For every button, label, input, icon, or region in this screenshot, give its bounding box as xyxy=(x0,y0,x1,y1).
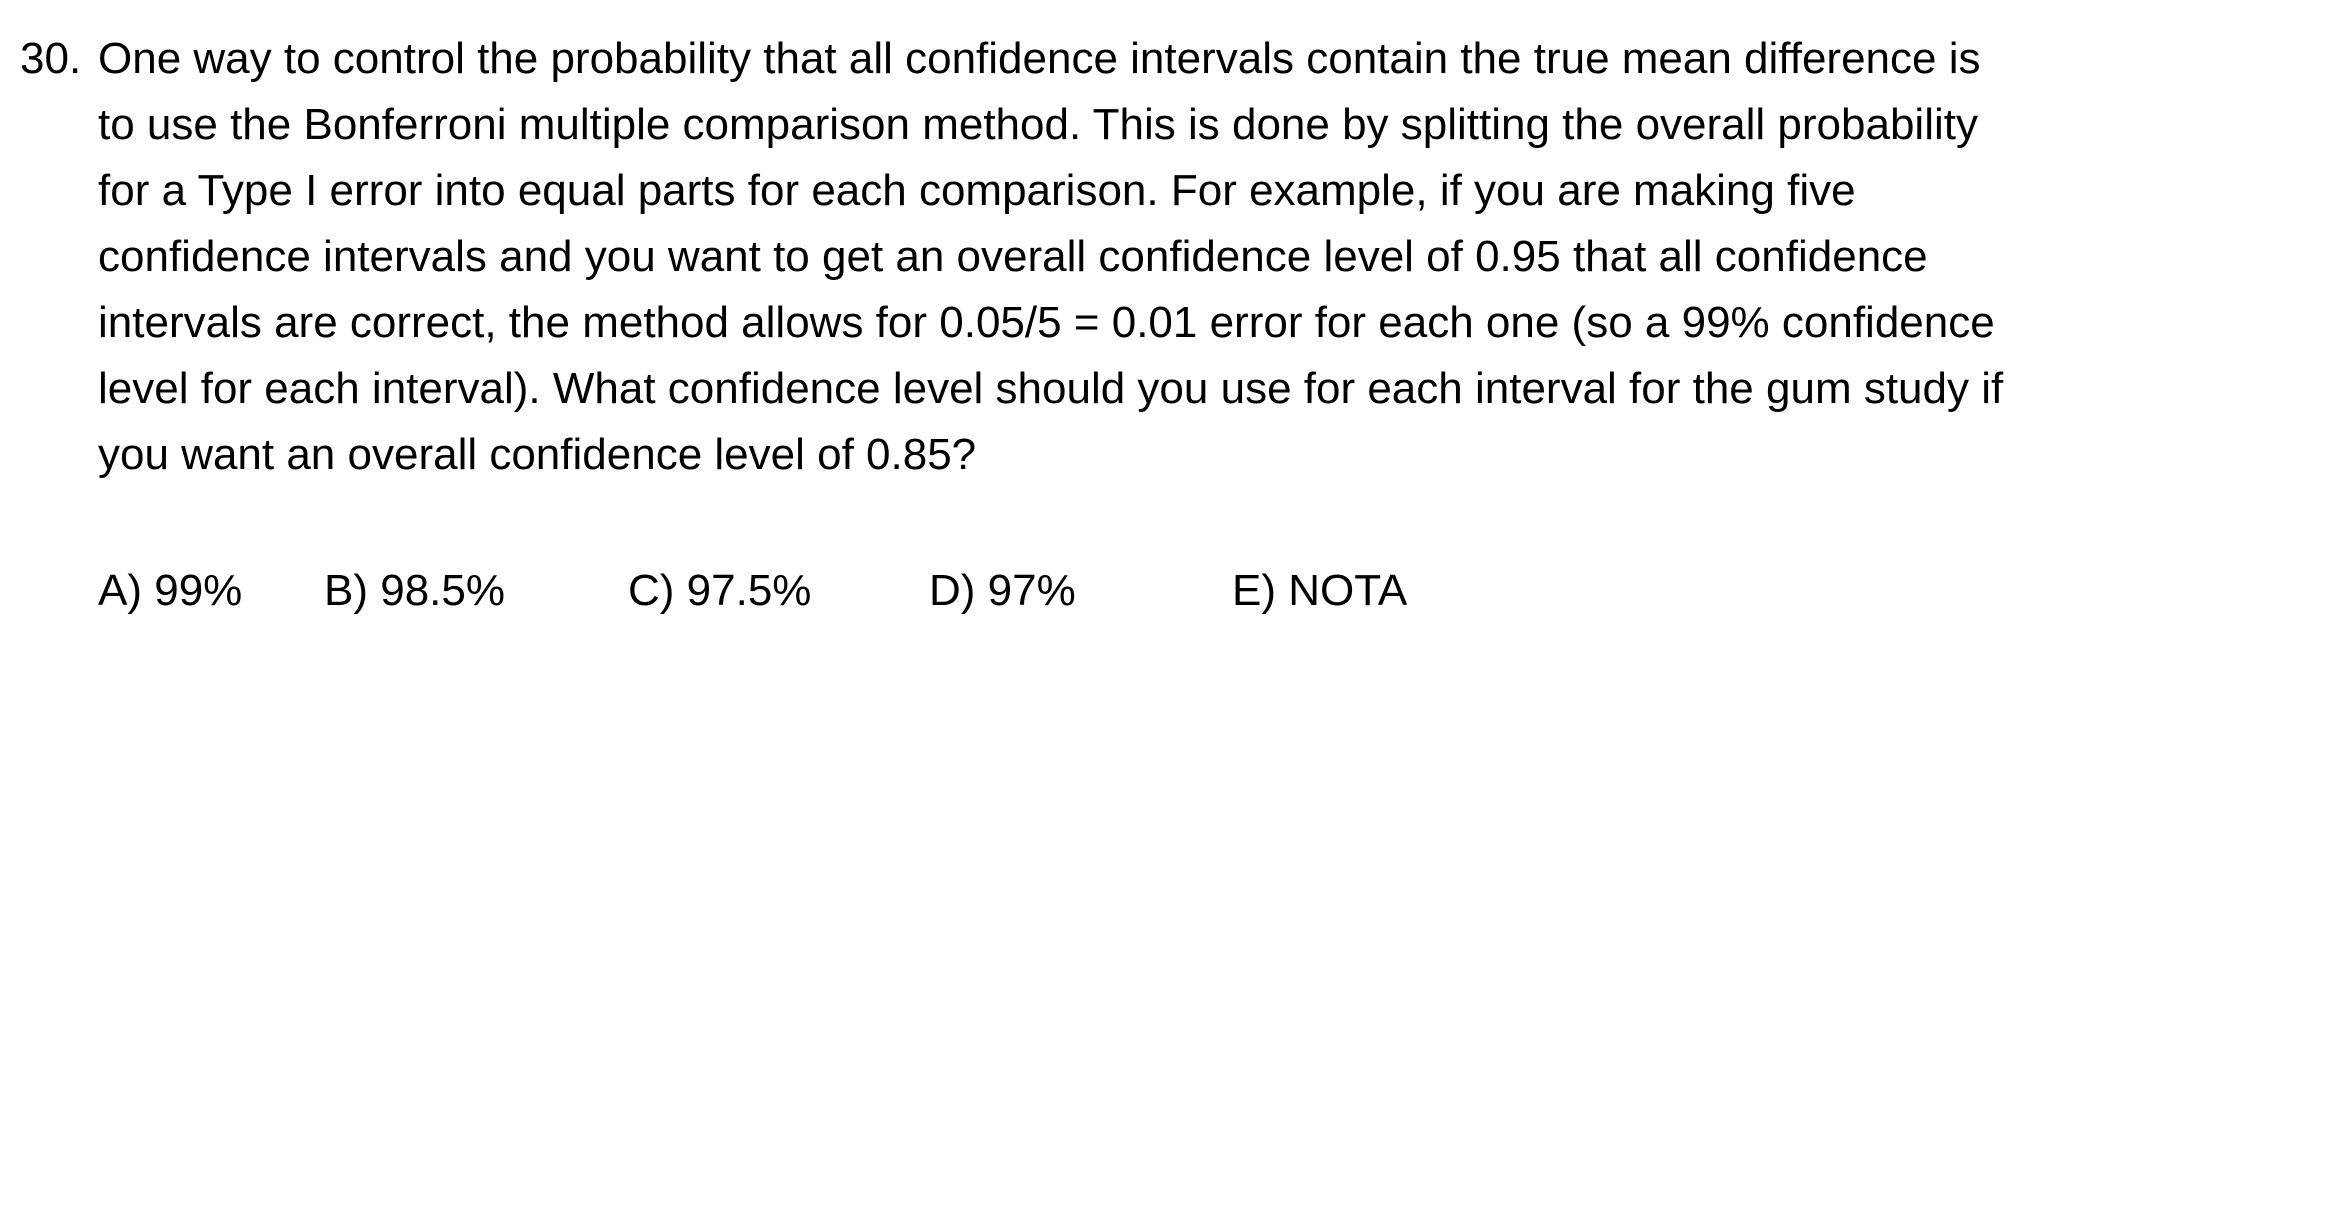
choice-d: D) 97% xyxy=(929,566,1076,615)
question-number: 30. xyxy=(20,34,82,83)
answer-choices: A) 99% B) 98.5% C) 97.5% D) 97% E) NOTA xyxy=(0,558,2330,624)
choice-b: B) 98.5% xyxy=(324,566,505,615)
question-block: 30. One way to control the probability t… xyxy=(20,26,2160,488)
choice-c: C) 97.5% xyxy=(628,566,812,615)
question-line: level for each interval). What confidenc… xyxy=(98,364,2004,413)
question-text: One way to control the probability that … xyxy=(98,26,2160,488)
question-line: One way to control the probability that … xyxy=(98,34,1981,83)
question-line: for a Type I error into equal parts for … xyxy=(98,166,1856,215)
question-line: you want an overall confidence level of … xyxy=(98,430,977,479)
question-line: to use the Bonferroni multiple compariso… xyxy=(98,100,1978,149)
choice-e: E) NOTA xyxy=(1232,566,1408,615)
choice-a: A) 99% xyxy=(98,566,243,615)
question-line: intervals are correct, the method allows… xyxy=(98,298,1995,347)
question-line: confidence intervals and you want to get… xyxy=(98,232,1928,281)
